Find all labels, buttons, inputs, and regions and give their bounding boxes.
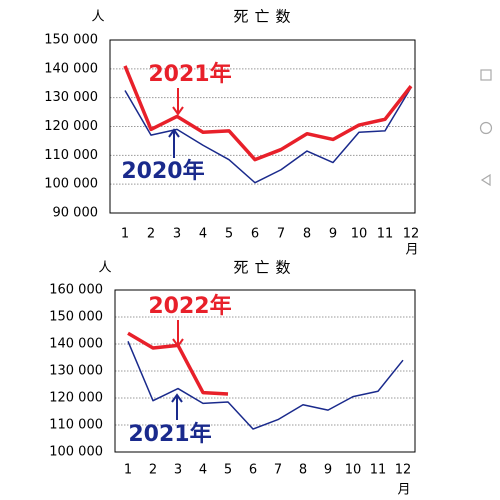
nav-back[interactable] — [480, 173, 491, 187]
arrow-head — [172, 106, 184, 116]
y-tick-label: 110 000 — [44, 148, 98, 163]
chart-title: 死亡数 — [233, 259, 296, 277]
series-label: 2021年 — [128, 421, 211, 447]
x-tick-label: 12 — [403, 227, 420, 242]
arrow-head — [172, 338, 184, 348]
series-line — [123, 65, 413, 162]
y-tick-label: 160 000 — [49, 283, 103, 298]
y-tick-label: 150 000 — [44, 33, 98, 48]
x-tick-label: 6 — [251, 227, 259, 242]
x-tick-label: 8 — [303, 227, 311, 242]
y-tick-label: 100 000 — [49, 445, 103, 460]
nav-home[interactable] — [479, 121, 493, 135]
y-axis-label: 人 — [98, 261, 111, 276]
x-tick-label: 3 — [173, 227, 181, 242]
y-tick-label: 150 000 — [49, 310, 103, 325]
x-tick-label: 1 — [121, 227, 129, 242]
plot-frame — [114, 289, 416, 453]
x-tick-label: 3 — [174, 463, 182, 478]
y-axis-label: 人 — [91, 10, 104, 25]
x-tick-label: 2 — [147, 227, 155, 242]
x-tick-label: 4 — [199, 463, 207, 478]
arrow-head — [168, 128, 180, 138]
y-tick-label: 100 000 — [44, 177, 98, 192]
y-tick-label: 90 000 — [53, 206, 99, 221]
y-tick-label: 130 000 — [44, 90, 98, 105]
x-axis-label: 月 — [397, 483, 410, 498]
chart-title: 死亡数 — [233, 8, 296, 26]
x-tick-label: 11 — [377, 227, 394, 242]
arrow-head — [171, 393, 183, 403]
x-tick-label: 7 — [277, 227, 285, 242]
x-tick-label: 10 — [345, 463, 362, 478]
x-tick-label: 1 — [124, 463, 132, 478]
y-tick-label: 130 000 — [49, 364, 103, 379]
x-tick-label: 9 — [329, 227, 337, 242]
series-label: 2021年 — [148, 61, 231, 87]
x-tick-label: 5 — [224, 463, 232, 478]
y-tick-label: 120 000 — [49, 391, 103, 406]
x-tick-label: 11 — [370, 463, 387, 478]
x-tick-label: 2 — [149, 463, 157, 478]
x-tick-label: 6 — [249, 463, 257, 478]
x-tick-label: 7 — [274, 463, 282, 478]
series-label: 2020年 — [121, 158, 204, 184]
x-tick-label: 4 — [199, 227, 207, 242]
y-tick-label: 140 000 — [44, 61, 98, 76]
x-axis-label: 月 — [405, 243, 418, 258]
x-tick-label: 8 — [299, 463, 307, 478]
y-tick-label: 140 000 — [49, 337, 103, 352]
plot-frame — [109, 39, 416, 214]
y-tick-label: 120 000 — [44, 119, 98, 134]
x-tick-label: 9 — [324, 463, 332, 478]
y-tick-label: 110 000 — [49, 418, 103, 433]
x-tick-label: 10 — [351, 227, 368, 242]
series-label: 2022年 — [148, 293, 231, 319]
nav-recent[interactable] — [480, 69, 492, 81]
x-tick-label: 12 — [395, 463, 412, 478]
x-tick-label: 5 — [225, 227, 233, 242]
series-line — [127, 341, 404, 430]
